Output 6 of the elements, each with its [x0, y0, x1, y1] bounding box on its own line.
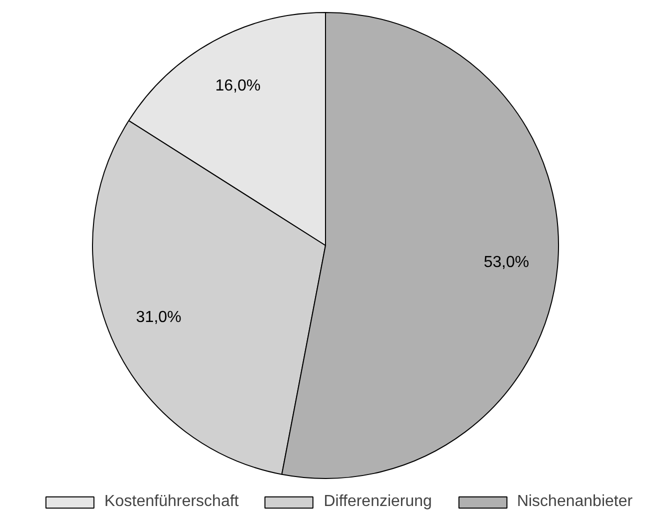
legend-label: Differenzierung: [324, 493, 432, 511]
legend-label: Kostenführerschaft: [104, 493, 239, 511]
data-label: 31,0%: [136, 309, 182, 326]
legend-label: Nischenanbieter: [516, 493, 633, 511]
data-label: 16,0%: [215, 78, 261, 95]
data-label: 53,0%: [484, 254, 530, 272]
